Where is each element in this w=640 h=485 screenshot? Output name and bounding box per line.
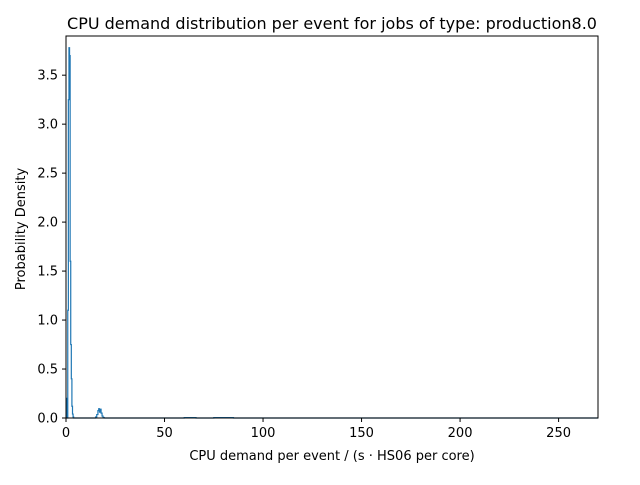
plot-area: 0 50 100 150 200 250 0.0 0.5 1.0 1.5 2.0 2.5 3.0 3.5	[37, 35, 599, 441]
y-tick-label: 0.5	[37, 363, 58, 378]
chart-title: CPU demand distribution per event for jo…	[67, 14, 597, 33]
x-tick-label: 100	[251, 426, 276, 441]
axes-frame	[65, 35, 599, 419]
y-tick-label: 1.5	[37, 265, 58, 280]
y-tick-label: 1.0	[37, 314, 58, 329]
x-axis-label: CPU demand per event / (s · HS06 per cor…	[189, 449, 474, 464]
x-tick-label: 150	[349, 426, 374, 441]
x-tick-label: 50	[156, 426, 173, 441]
y-tick-label: 3.0	[37, 118, 58, 133]
y-tick-label: 0.0	[37, 412, 58, 427]
y-tick-label: 3.5	[37, 69, 58, 84]
x-tick-label: 200	[448, 426, 473, 441]
y-tick-label: 2.0	[37, 216, 58, 231]
y-tick-label: 2.5	[37, 167, 58, 182]
x-tick-label: 0	[62, 426, 70, 441]
series-line-0	[65, 47, 598, 419]
x-tick-label: 250	[546, 426, 571, 441]
y-axis-label: Probability Density	[14, 168, 29, 291]
